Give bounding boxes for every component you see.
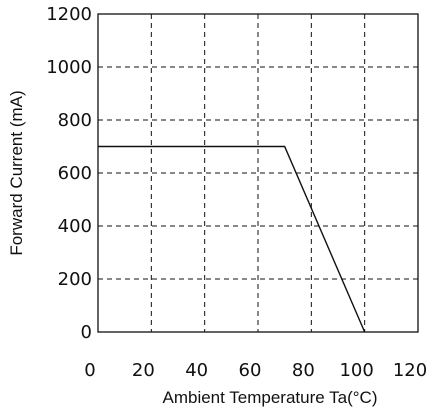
plot-frame <box>97 13 419 333</box>
x-tick-labels: 0 20 40 60 80 100 120 <box>84 360 427 381</box>
y-tick-labels: 0 200 400 600 800 1000 1200 <box>46 4 92 343</box>
y-tick-label: 400 <box>58 216 92 237</box>
y-tick-label: 1200 <box>46 4 92 25</box>
x-tick-label: 20 <box>132 360 155 381</box>
x-tick-label: 40 <box>185 360 208 381</box>
y-tick-label: 200 <box>58 269 92 290</box>
x-tick-label: 0 <box>84 360 95 381</box>
x-tick-label: 100 <box>339 360 373 381</box>
grid <box>98 14 418 332</box>
x-tick-label: 80 <box>292 360 315 381</box>
y-tick-label: 1000 <box>46 57 92 78</box>
series-line <box>98 145 366 333</box>
y-tick-label: 0 <box>81 322 92 343</box>
y-tick-label: 800 <box>58 110 92 131</box>
x-tick-label: 60 <box>239 360 262 381</box>
x-tick-label: 120 <box>393 360 427 381</box>
y-tick-label: 600 <box>58 163 92 184</box>
series-layer <box>98 145 366 333</box>
y-axis-title: Forward Current (mA) <box>7 90 26 255</box>
x-axis-title: Ambient Temperature Ta(°C) <box>163 388 378 407</box>
